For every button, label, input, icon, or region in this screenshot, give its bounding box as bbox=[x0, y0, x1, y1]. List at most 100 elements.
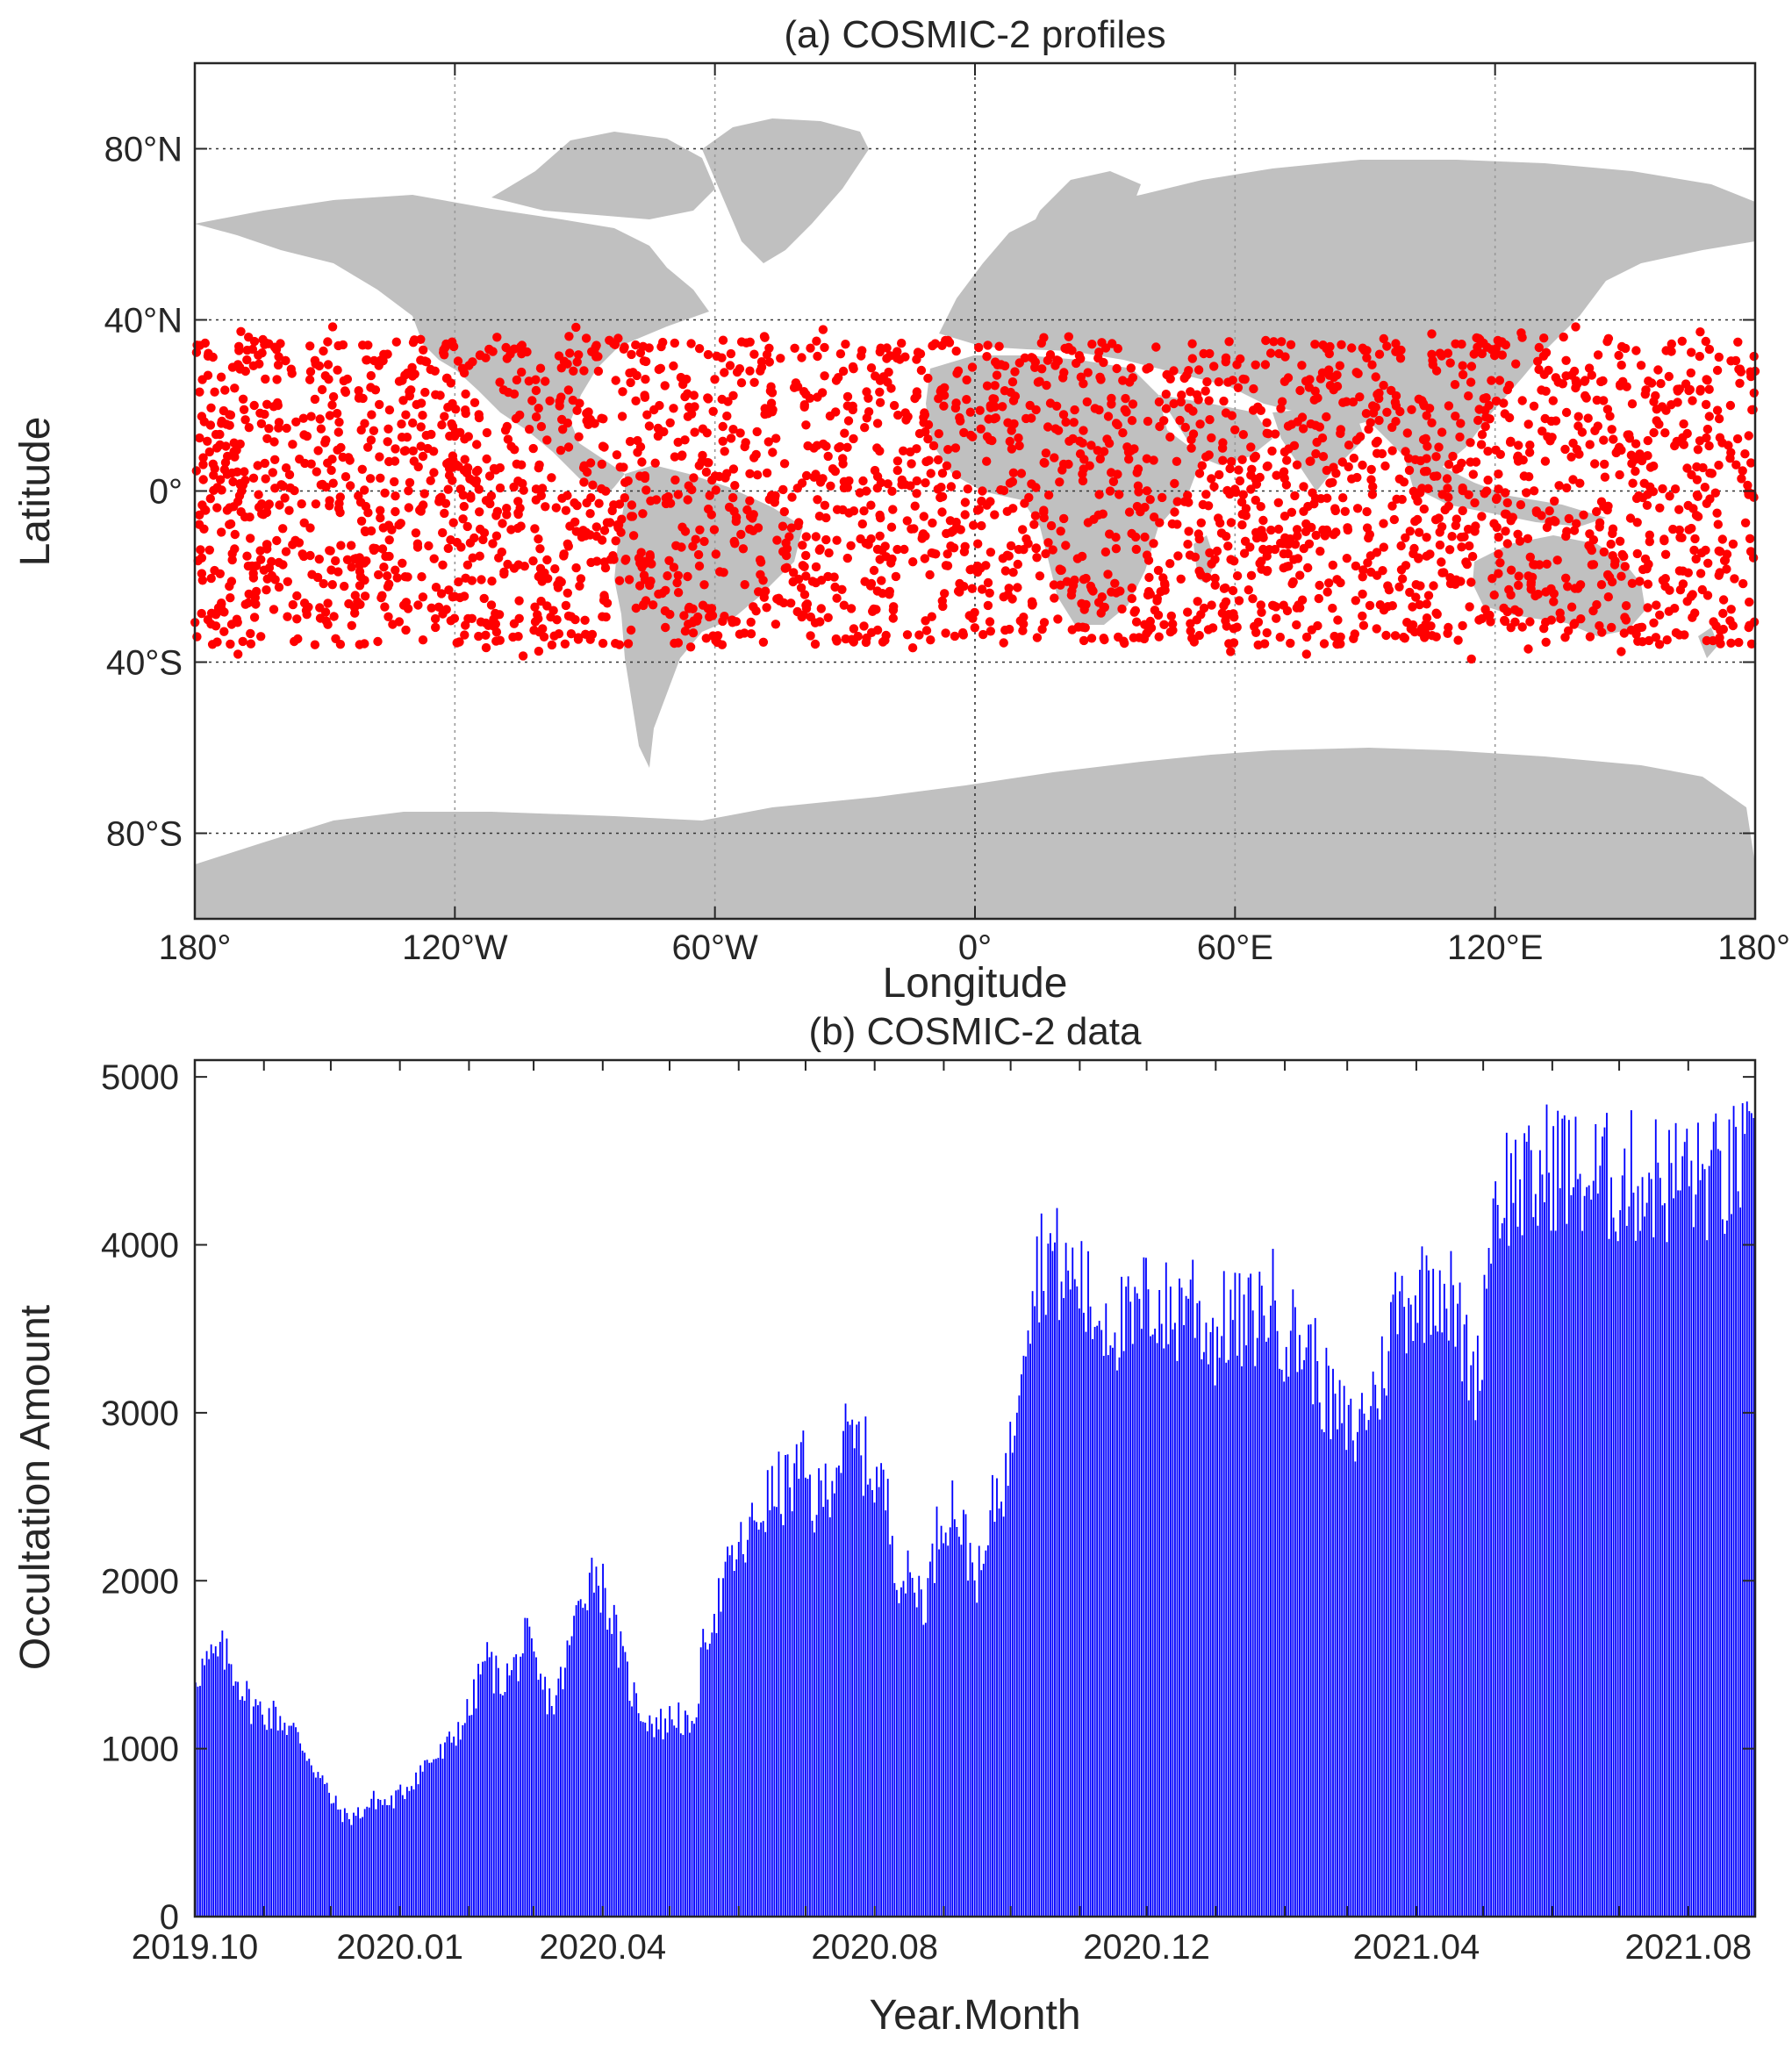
profile-point bbox=[197, 569, 207, 578]
daily-bar bbox=[1093, 1327, 1096, 1917]
profile-point bbox=[943, 549, 952, 559]
profile-point bbox=[620, 493, 629, 503]
daily-bar bbox=[530, 1638, 533, 1917]
profile-point bbox=[1238, 490, 1249, 499]
profile-point bbox=[1053, 614, 1063, 624]
profile-point bbox=[1427, 631, 1437, 641]
profile-point bbox=[817, 388, 828, 398]
profile-point bbox=[491, 619, 500, 629]
profile-point bbox=[197, 576, 207, 585]
daily-bar bbox=[1231, 1320, 1234, 1917]
profile-point bbox=[1599, 435, 1609, 445]
daily-bar bbox=[1183, 1325, 1185, 1917]
profile-point bbox=[1501, 340, 1511, 350]
profile-point bbox=[563, 539, 572, 548]
profile-point bbox=[771, 434, 781, 443]
profile-point bbox=[1405, 587, 1415, 598]
daily-bar bbox=[1492, 1198, 1495, 1917]
profile-point bbox=[672, 577, 682, 588]
y-tick-label: 0 bbox=[160, 1898, 179, 1937]
profile-point bbox=[1159, 620, 1169, 629]
profile-point bbox=[284, 469, 295, 480]
profile-point bbox=[561, 505, 571, 515]
profile-point bbox=[1262, 551, 1272, 561]
profile-point bbox=[212, 637, 222, 647]
profile-point bbox=[649, 405, 659, 415]
daily-bar bbox=[1185, 1295, 1187, 1917]
profile-point bbox=[1579, 510, 1588, 520]
daily-bar bbox=[670, 1719, 673, 1917]
profile-point bbox=[634, 553, 644, 563]
profile-point bbox=[908, 557, 918, 567]
profile-point bbox=[1059, 513, 1069, 524]
daily-bar bbox=[1247, 1277, 1250, 1917]
profile-point bbox=[821, 512, 831, 523]
profile-point bbox=[638, 509, 648, 519]
profile-point bbox=[535, 570, 545, 580]
profile-point bbox=[1205, 348, 1215, 359]
daily-bar bbox=[1172, 1329, 1174, 1917]
profile-point bbox=[445, 431, 455, 441]
profile-point bbox=[1408, 602, 1417, 612]
profile-point bbox=[825, 411, 835, 421]
daily-bar bbox=[1114, 1332, 1116, 1917]
profile-point bbox=[718, 335, 728, 345]
profile-point bbox=[1031, 483, 1041, 492]
profile-point bbox=[877, 545, 887, 556]
profile-point bbox=[665, 609, 675, 620]
profile-point bbox=[1207, 600, 1216, 610]
daily-bar bbox=[492, 1693, 495, 1917]
profile-point bbox=[378, 523, 388, 533]
profile-point bbox=[327, 400, 337, 410]
profile-point bbox=[355, 567, 365, 577]
profile-point bbox=[1615, 536, 1625, 546]
profile-point bbox=[811, 469, 821, 479]
daily-bar bbox=[279, 1716, 282, 1917]
daily-bar bbox=[895, 1589, 898, 1917]
profile-point bbox=[240, 415, 250, 425]
daily-bar bbox=[411, 1786, 412, 1917]
profile-point bbox=[878, 589, 887, 599]
daily-bar bbox=[226, 1638, 228, 1917]
profile-point bbox=[1251, 534, 1262, 543]
profile-point bbox=[866, 578, 877, 589]
profile-point bbox=[1637, 455, 1647, 466]
profile-point bbox=[1209, 362, 1219, 371]
profile-point bbox=[1525, 441, 1535, 450]
profile-point bbox=[1561, 407, 1572, 418]
profile-point bbox=[856, 534, 865, 544]
profile-point bbox=[236, 507, 246, 517]
profile-point bbox=[731, 512, 742, 522]
profile-point bbox=[1095, 454, 1106, 464]
profile-point bbox=[829, 572, 839, 582]
profile-point bbox=[770, 493, 779, 504]
profile-point bbox=[1714, 352, 1724, 362]
profile-point bbox=[1131, 617, 1142, 627]
profile-point bbox=[724, 502, 735, 512]
profile-point bbox=[726, 434, 736, 443]
daily-bar bbox=[664, 1718, 667, 1917]
profile-point bbox=[1351, 561, 1361, 571]
profile-point bbox=[1007, 444, 1017, 454]
daily-bar bbox=[1644, 1216, 1646, 1917]
profile-point bbox=[1325, 341, 1335, 352]
daily-bar bbox=[1154, 1329, 1157, 1917]
profile-point bbox=[1007, 377, 1018, 387]
profile-point bbox=[1165, 432, 1175, 442]
profile-point bbox=[320, 371, 330, 381]
daily-bar bbox=[1625, 1225, 1628, 1917]
profile-point bbox=[722, 411, 732, 421]
profile-point bbox=[1353, 369, 1363, 378]
profile-point bbox=[1391, 339, 1401, 348]
profile-point bbox=[1014, 433, 1023, 443]
daily-bar bbox=[1192, 1259, 1194, 1917]
daily-bar bbox=[1208, 1364, 1209, 1917]
daily-bar bbox=[766, 1470, 769, 1917]
profile-point bbox=[656, 341, 666, 352]
daily-bar bbox=[1731, 1214, 1732, 1917]
profile-point bbox=[1279, 512, 1290, 521]
x-tick-label: 60°E bbox=[1197, 928, 1273, 967]
profile-point bbox=[1036, 338, 1047, 348]
profile-point bbox=[1674, 505, 1684, 514]
profile-point bbox=[264, 499, 274, 509]
